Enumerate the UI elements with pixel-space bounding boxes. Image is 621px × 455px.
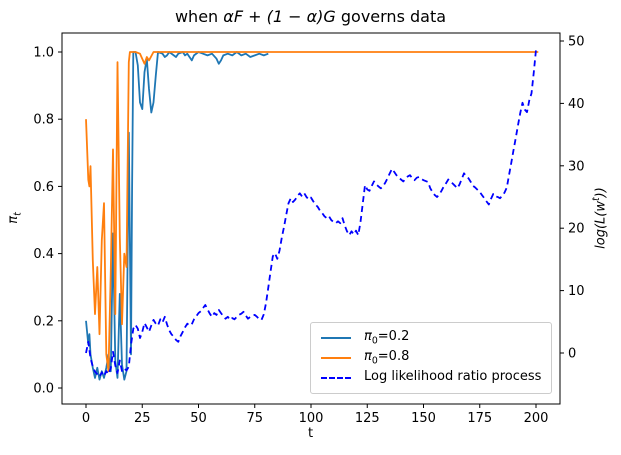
y-right-label-sup: t [591,197,602,201]
y-right-tick-label: 40 [568,97,585,112]
legend-label-rest: =0.2 [377,329,410,345]
x-tick-label: 200 [524,411,549,426]
legend-swatch-pi08 [321,357,351,359]
x-tick-label: 125 [355,411,380,426]
y-left-tick-label: 0.4 [33,247,54,262]
y-right-tick-label: 50 [568,35,585,50]
x-tick-label: 100 [299,411,324,426]
y-left-tick-label: 0.2 [33,314,54,329]
legend-label-rest: =0.8 [377,349,410,365]
x-tick-label: 0 [82,411,90,426]
legend-label-base: π [364,349,372,365]
legend-item-llr: Log likelihood ratio process [321,368,543,388]
legend-item-pi08: π0=0.8 [321,348,543,368]
chart-title-post: governs data [335,7,447,26]
y-left-tick-label: 1.0 [33,46,54,61]
x-axis-label: t [307,426,314,441]
x-tick-label: 25 [134,411,151,426]
legend-label-llr: Log likelihood ratio process [364,369,541,387]
x-tick-label: 75 [246,411,263,426]
legend-item-pi02: π0=0.2 [321,328,543,348]
y-right-tick-label: 10 [568,284,585,299]
legend-swatch-llr [321,377,351,379]
x-tick-label: 175 [467,411,492,426]
legend-label-base: π [364,329,372,345]
x-tick-label: 50 [190,411,207,426]
y-right-label-post: )) [593,187,609,198]
y-right-tick-label: 0 [568,347,576,362]
y-right-tick-label: 30 [568,159,585,174]
legend: π0=0.2 π0=0.8 Log likelihood ratio proce… [310,322,552,394]
series-llr-line [85,49,537,378]
legend-label-base: Log likelihood ratio process [364,369,542,385]
legend-label-pi08: π0=0.8 [364,349,409,367]
y-right-label-pre: log(L(w [593,201,609,249]
legend-swatch-pi02 [321,337,351,339]
y-left-tick-label: 0.0 [33,382,54,397]
y-left-axis-label: πt [6,201,26,235]
legend-label-sub: 0 [371,355,378,367]
chart-title-pre: when [174,7,224,26]
y-left-tick-label: 0.8 [33,113,54,128]
y-right-tick-label: 20 [568,222,585,237]
legend-label-pi02: π0=0.2 [364,329,409,347]
y-left-label-sub: t [12,212,24,216]
series-pi08-line [85,51,539,373]
chart-title: when αF + (1 − α)G governs data [0,7,621,26]
y-right-axis-label: log(L(wt)) [591,168,611,268]
legend-label-sub: 0 [371,335,378,347]
y-left-label-base: π [6,215,21,224]
chart-title-math: αF + (1 − α)G [223,7,336,26]
x-tick-label: 150 [411,411,436,426]
y-left-tick-label: 0.6 [33,180,54,195]
